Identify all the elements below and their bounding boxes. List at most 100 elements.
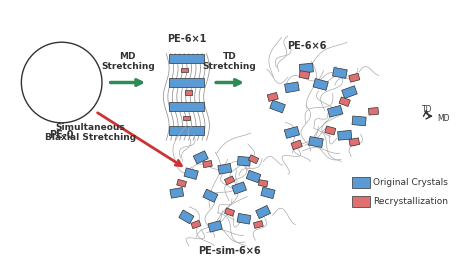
- Bar: [169, 126, 204, 135]
- Bar: [68, 95, 76, 105]
- Bar: [59, 99, 64, 108]
- Bar: [83, 63, 93, 71]
- Bar: [63, 68, 71, 79]
- Bar: [349, 138, 360, 146]
- Bar: [27, 61, 33, 68]
- Bar: [77, 111, 83, 117]
- Bar: [270, 100, 285, 113]
- Bar: [74, 89, 84, 97]
- Bar: [208, 221, 222, 232]
- Bar: [23, 80, 27, 85]
- Bar: [66, 73, 76, 82]
- Bar: [218, 164, 232, 174]
- Bar: [30, 93, 40, 102]
- Bar: [27, 98, 33, 104]
- Bar: [328, 105, 343, 117]
- Bar: [267, 92, 278, 101]
- Bar: [39, 89, 49, 97]
- Circle shape: [21, 42, 102, 123]
- Bar: [40, 111, 46, 117]
- Bar: [333, 68, 347, 78]
- Bar: [83, 93, 93, 102]
- Bar: [185, 90, 191, 94]
- Bar: [40, 48, 46, 54]
- Bar: [237, 156, 251, 166]
- Bar: [342, 86, 357, 99]
- Bar: [59, 89, 64, 98]
- Bar: [47, 95, 55, 105]
- Bar: [352, 116, 366, 126]
- Text: MD: MD: [437, 113, 449, 123]
- Bar: [299, 63, 313, 73]
- Bar: [193, 151, 208, 164]
- Bar: [63, 87, 71, 97]
- Bar: [36, 80, 46, 85]
- Bar: [254, 221, 263, 228]
- Text: TD: TD: [422, 105, 432, 114]
- Bar: [169, 102, 204, 111]
- Bar: [232, 182, 246, 194]
- Bar: [181, 68, 188, 72]
- Bar: [68, 80, 77, 85]
- Bar: [169, 78, 204, 87]
- Bar: [90, 61, 96, 68]
- Bar: [59, 47, 64, 56]
- Bar: [88, 80, 97, 85]
- Bar: [52, 68, 61, 79]
- Bar: [177, 179, 186, 187]
- Text: Recrystallization: Recrystallization: [374, 197, 448, 206]
- Text: PE-0: PE-0: [49, 131, 74, 141]
- Bar: [96, 80, 100, 85]
- Bar: [179, 210, 194, 224]
- Text: PE-6×1: PE-6×1: [167, 34, 206, 44]
- Bar: [59, 68, 64, 77]
- Bar: [42, 104, 51, 114]
- Bar: [191, 220, 201, 229]
- Bar: [59, 44, 64, 48]
- Text: PE-sim-6×6: PE-sim-6×6: [198, 246, 261, 256]
- Bar: [77, 48, 83, 54]
- Bar: [225, 208, 235, 216]
- Bar: [352, 196, 370, 207]
- Bar: [203, 161, 212, 168]
- Bar: [337, 130, 352, 140]
- Bar: [368, 108, 379, 115]
- Bar: [291, 140, 302, 150]
- Bar: [261, 187, 275, 199]
- Bar: [74, 68, 84, 77]
- Bar: [47, 80, 55, 85]
- Bar: [73, 51, 81, 61]
- Bar: [73, 104, 81, 114]
- Bar: [59, 58, 64, 66]
- Bar: [349, 73, 360, 82]
- Bar: [183, 116, 190, 120]
- Bar: [47, 83, 58, 92]
- Text: MD
Stretching: MD Stretching: [101, 52, 155, 71]
- Bar: [224, 176, 235, 185]
- Bar: [66, 83, 76, 92]
- Bar: [184, 168, 198, 179]
- Bar: [47, 60, 55, 70]
- Bar: [59, 109, 64, 118]
- Bar: [258, 180, 268, 187]
- Bar: [246, 170, 261, 183]
- Bar: [313, 79, 328, 90]
- Bar: [52, 87, 61, 97]
- Bar: [299, 71, 310, 79]
- Bar: [203, 189, 218, 202]
- Bar: [30, 63, 40, 71]
- Bar: [339, 97, 350, 106]
- Bar: [47, 73, 58, 82]
- Bar: [309, 137, 323, 147]
- Bar: [90, 98, 96, 104]
- Text: PE-6×6: PE-6×6: [287, 41, 326, 51]
- Bar: [284, 82, 299, 93]
- Bar: [27, 80, 36, 85]
- Bar: [78, 80, 87, 85]
- Text: Simultaneous
Biaxial Stretching: Simultaneous Biaxial Stretching: [45, 123, 136, 142]
- Bar: [284, 126, 300, 138]
- Bar: [39, 68, 49, 77]
- Bar: [42, 51, 51, 61]
- Bar: [325, 126, 336, 135]
- Bar: [255, 206, 271, 219]
